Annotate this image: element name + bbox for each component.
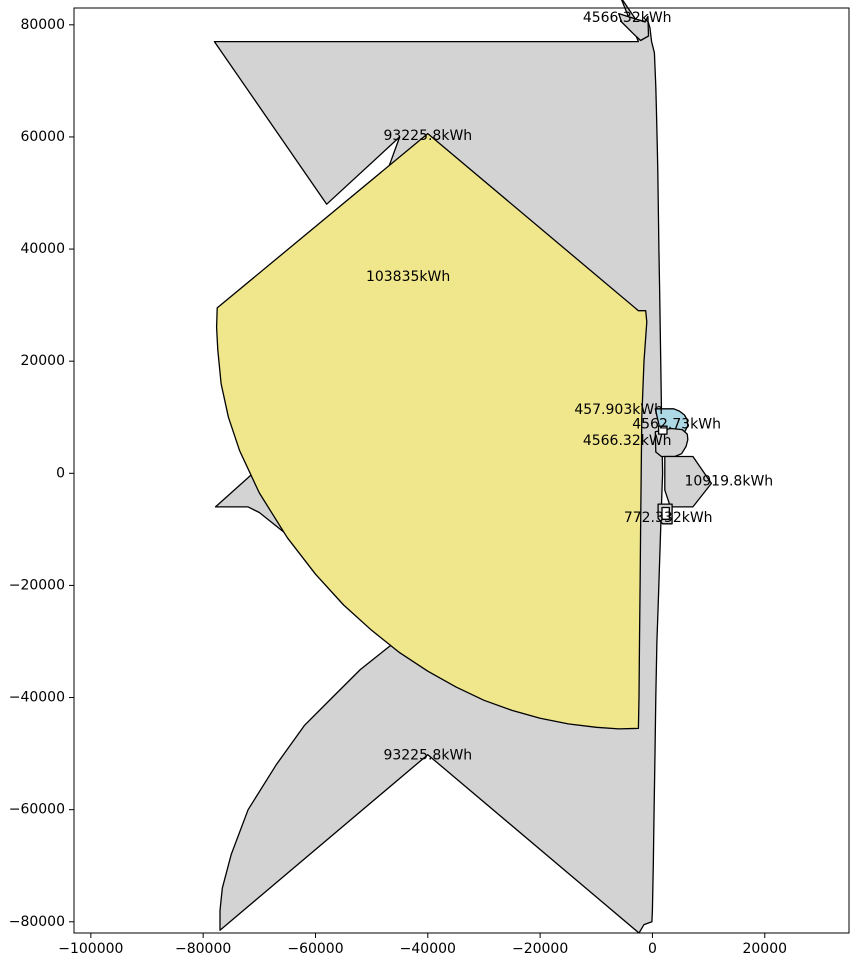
x-axis: −100000 −80000 −60000 −40000 −20000 0 20000 — [58, 933, 787, 957]
y-tick-label: 60000 — [20, 129, 65, 145]
x-tick-label: −100000 — [58, 941, 123, 957]
shapes-layer — [213, 0, 713, 934]
data-label: 457.903kWh — [574, 402, 663, 418]
x-tick-label: −60000 — [287, 941, 343, 957]
y-axis: −80000 −60000 −40000 −20000 0 20000 40000 60000… — [9, 17, 74, 930]
x-tick-label: −20000 — [512, 941, 568, 957]
data-label: 4562.73kWh — [632, 417, 721, 433]
data-label: 93225.8kWh — [383, 128, 472, 144]
data-label: 4566.32kWh — [583, 10, 672, 26]
right-gray-lobe — [654, 427, 689, 458]
data-label: 10919.8kWh — [684, 474, 773, 490]
top-gray-notch — [618, 12, 650, 42]
x-tick-label: 0 — [648, 941, 657, 957]
y-tick-label: −40000 — [9, 690, 65, 706]
y-tick-label: 80000 — [20, 17, 65, 33]
y-tick-label: 40000 — [20, 241, 65, 257]
y-tick-label: −20000 — [9, 577, 65, 593]
y-tick-label: −60000 — [9, 802, 65, 818]
y-tick-label: 20000 — [20, 353, 65, 369]
y-tick-label: −80000 — [9, 914, 65, 930]
khaki-sector — [215, 132, 648, 730]
data-label: 93225.8kWh — [383, 747, 472, 763]
x-tick-label: −80000 — [175, 941, 231, 957]
plot-frame — [73, 7, 850, 934]
small-white-box-bottom — [661, 506, 670, 520]
small-white-box-top — [657, 425, 668, 435]
data-label: 4566.32kWh — [583, 433, 672, 449]
data-label: 772.332kWh — [624, 510, 713, 526]
x-tick-label: 20000 — [742, 941, 787, 957]
x-tick-label: −40000 — [400, 941, 456, 957]
y-tick-label: 0 — [56, 465, 65, 481]
data-label: 103835kWh — [366, 269, 450, 285]
right-gray-hexagon — [664, 455, 713, 508]
data-labels-layer: 4566.32kWh93225.8kWh103835kWh457.903kWh4… — [366, 10, 773, 763]
